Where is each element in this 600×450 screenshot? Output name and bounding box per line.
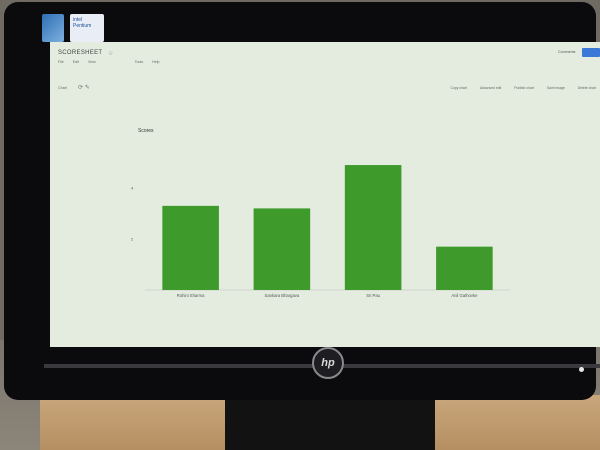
menu-bar: File Edit View Tools Help xyxy=(58,60,168,64)
bar-3[interactable] xyxy=(436,246,493,290)
scores-chart: Scores 4 2 Rohini Sharma Sankara Bhargava S… xyxy=(131,128,510,298)
chart-label: Chart xyxy=(58,86,67,90)
menu-help[interactable]: Help xyxy=(152,60,160,64)
delete-chart-button[interactable]: Delete chart xyxy=(577,86,596,90)
bar-1[interactable] xyxy=(253,208,311,290)
windows-sticker-icon xyxy=(42,14,64,42)
advanced-edit-button[interactable]: Advanced edit xyxy=(479,86,502,90)
pencil-icon[interactable]: ✎ xyxy=(84,85,90,91)
menu-tools[interactable]: Tools xyxy=(134,60,144,64)
star-icon[interactable]: ☆ xyxy=(108,51,114,57)
toolbar-icons: ⟳ ✎ xyxy=(78,84,90,91)
chart-toolbar: Copy chart Advanced edit Publish chart S… xyxy=(438,86,596,90)
hp-logo-icon: hp xyxy=(312,347,344,379)
hp-logo-text: hp xyxy=(321,357,335,369)
copy-chart-button[interactable]: Copy chart xyxy=(450,86,467,90)
menu-edit[interactable]: Edit xyxy=(72,60,79,64)
bar-0[interactable] xyxy=(162,205,219,290)
power-light-icon xyxy=(579,367,584,372)
share-button[interactable] xyxy=(582,48,600,57)
doc-title[interactable]: SCORESHEET xyxy=(58,50,103,56)
x-tick-label-1: Sankara Bhargava xyxy=(265,293,300,298)
chart-title: Scores xyxy=(138,128,154,134)
y-tick-label-0: 4 xyxy=(131,186,134,191)
x-tick-label-0: Rohini Sharma xyxy=(177,293,205,298)
bar-2[interactable] xyxy=(344,165,402,290)
y-tick-label-1: 2 xyxy=(131,237,134,242)
screen: SCORESHEET ☆ File Edit View Tools Help C… xyxy=(50,42,600,347)
comments-button[interactable]: Comments xyxy=(558,50,576,54)
intel-sticker-text: intel Pentium xyxy=(73,17,92,29)
x-tick-label-3: Anil Gathovke xyxy=(451,293,478,298)
x-tick-label-2: Sri Pau xyxy=(366,293,380,298)
refresh-icon[interactable]: ⟳ xyxy=(78,85,84,91)
save-image-button[interactable]: Save image xyxy=(546,86,565,90)
menu-file[interactable]: File xyxy=(58,60,64,64)
intel-sticker: intel Pentium xyxy=(70,14,104,42)
publish-chart-button[interactable]: Publish chart xyxy=(514,86,534,90)
menu-view[interactable]: View xyxy=(88,60,96,64)
